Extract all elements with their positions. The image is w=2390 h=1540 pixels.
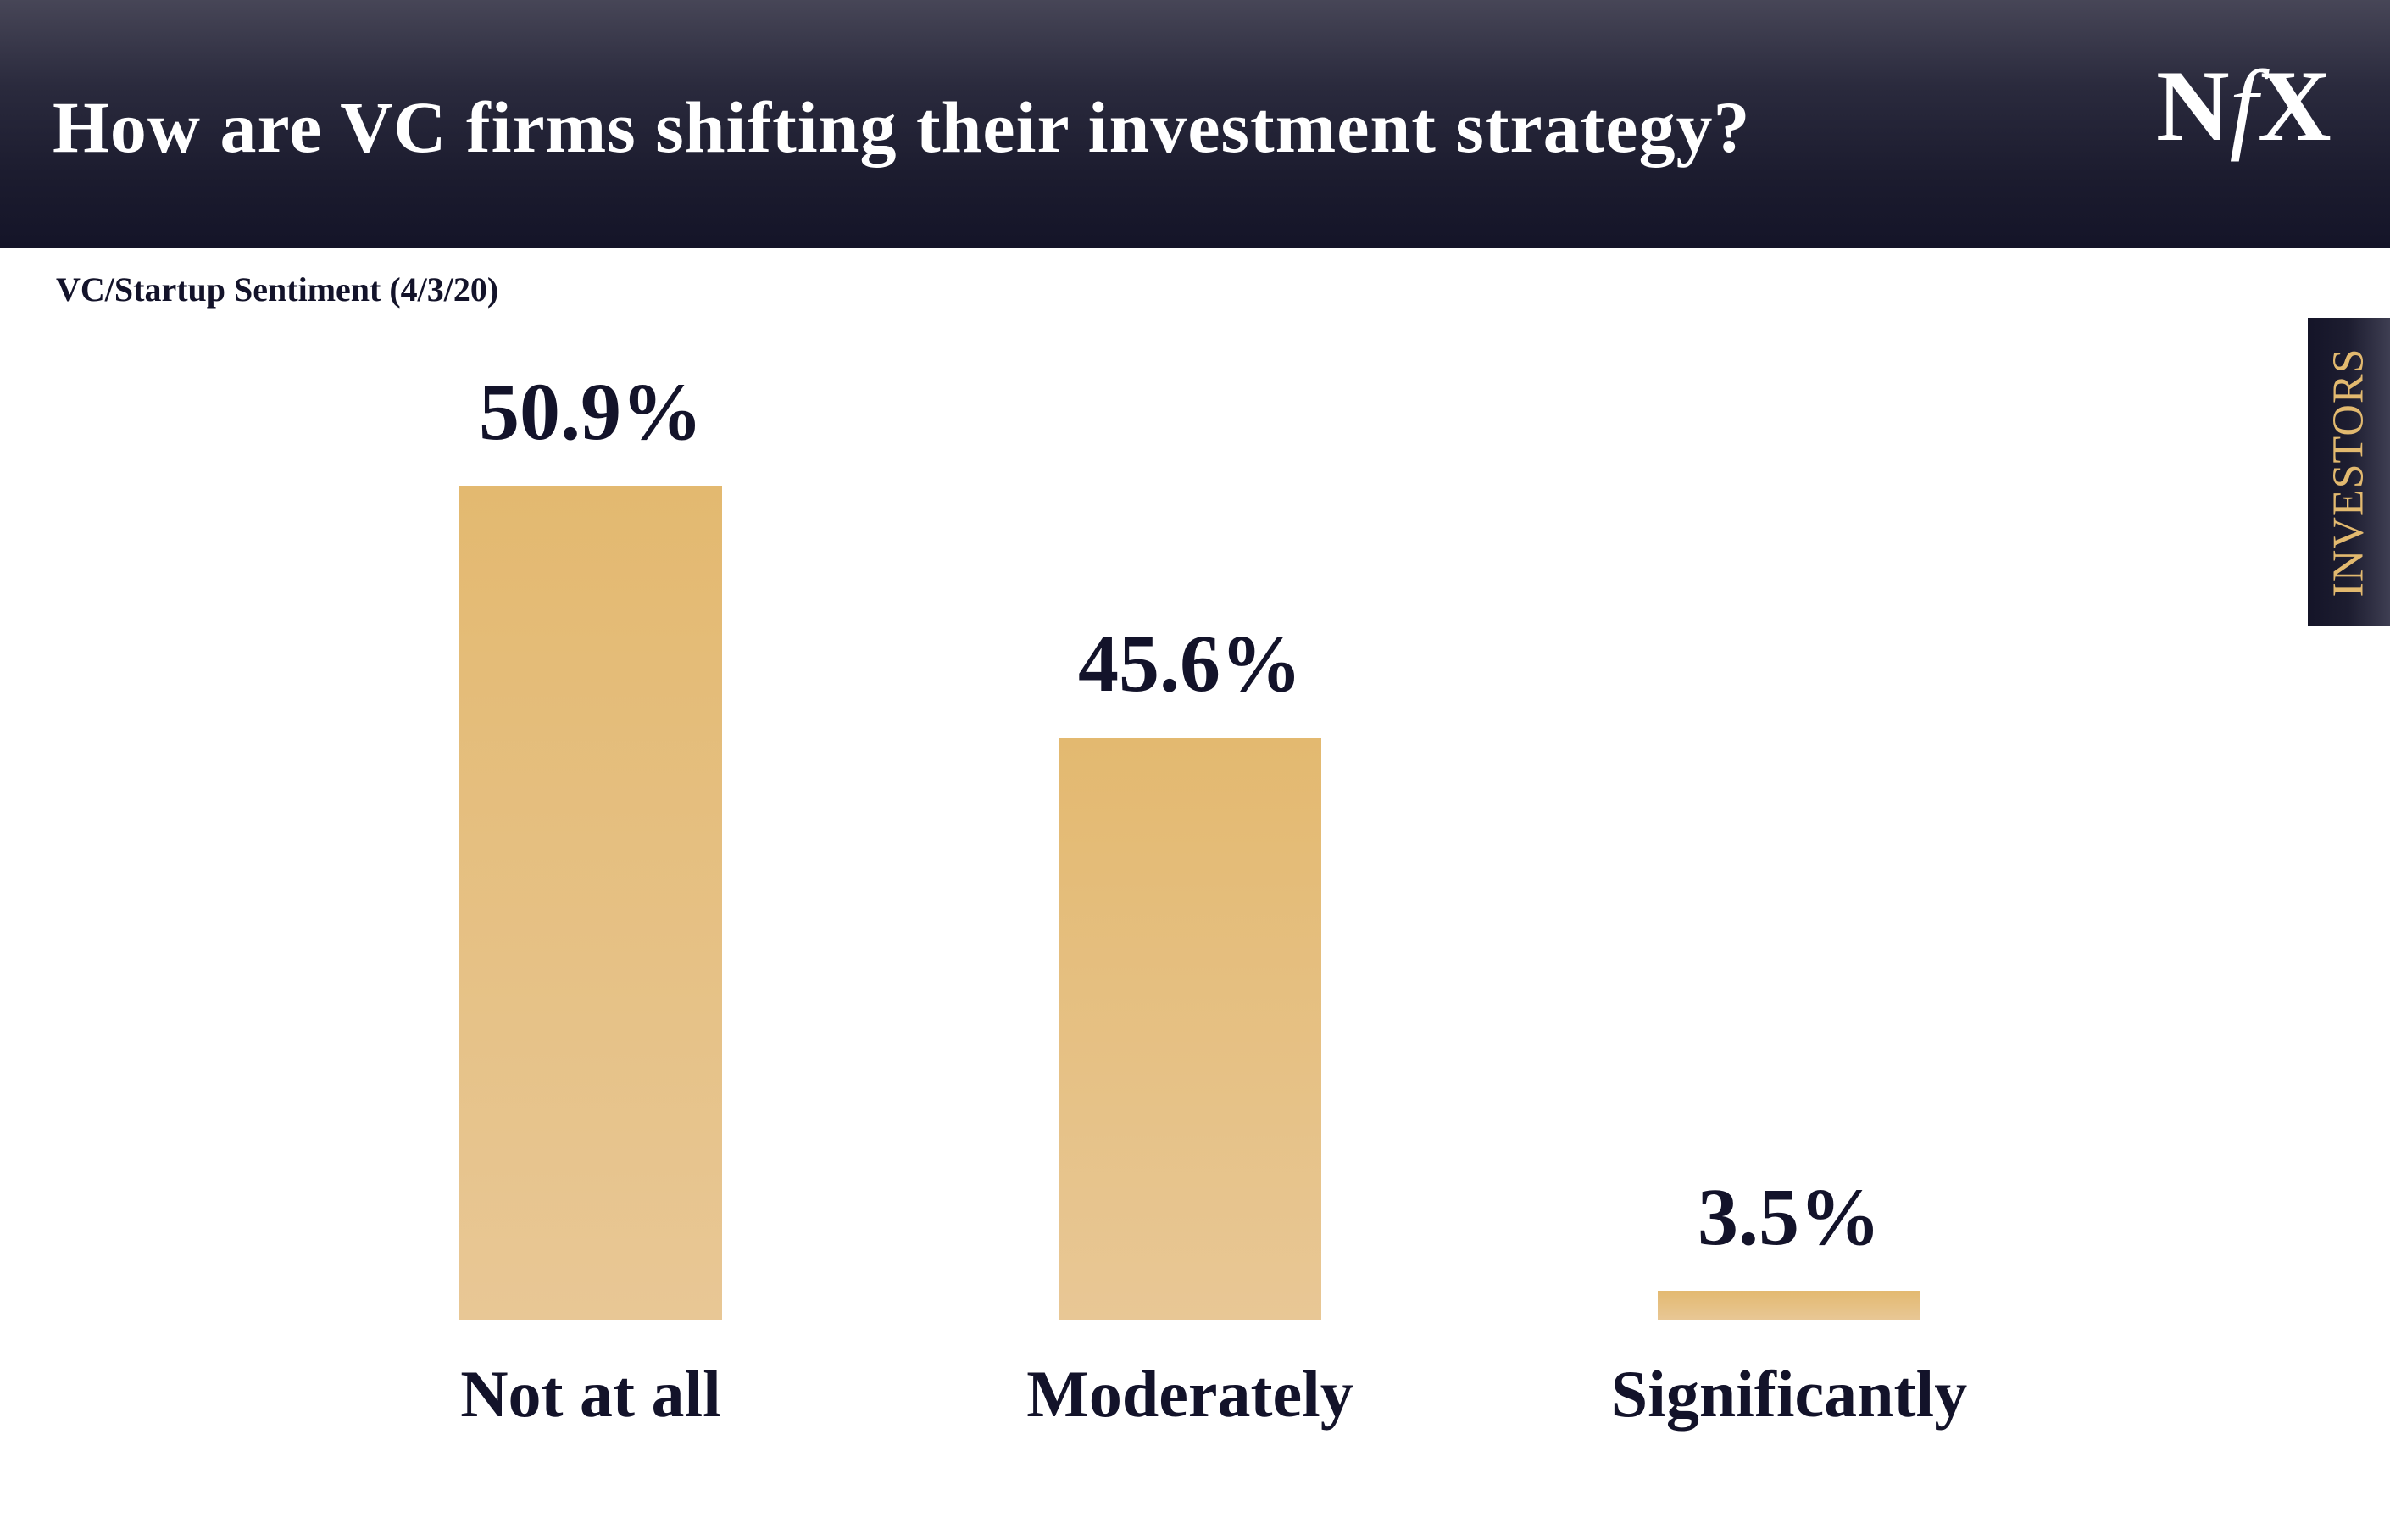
bar-value-label: 50.9%	[479, 366, 703, 457]
logo-n: N	[2156, 49, 2230, 162]
chart-subtitle: VC/Startup Sentiment (4/3/20)	[56, 270, 499, 309]
category-label: Significantly	[1610, 1357, 1968, 1431]
logo-x: X	[2258, 49, 2332, 162]
investors-tag-label: INVESTORS	[2325, 347, 2373, 598]
header-banner: How are VC firms shifting their investme…	[0, 0, 2390, 248]
category-label: Not at all	[460, 1357, 721, 1431]
nfx-logo: NfX	[2156, 47, 2332, 164]
bar-not-at-all	[459, 486, 722, 1320]
bar-moderately	[1059, 738, 1321, 1320]
investors-tag: INVESTORS	[2308, 318, 2390, 626]
bar-value-label: 3.5%	[1698, 1171, 1881, 1262]
chart-title: How are VC firms shifting their investme…	[53, 86, 1751, 168]
category-label: Moderately	[1026, 1357, 1353, 1431]
bar-value-label: 45.6%	[1078, 618, 1302, 709]
logo-f: f	[2229, 49, 2259, 162]
bar-significantly	[1658, 1291, 1920, 1320]
